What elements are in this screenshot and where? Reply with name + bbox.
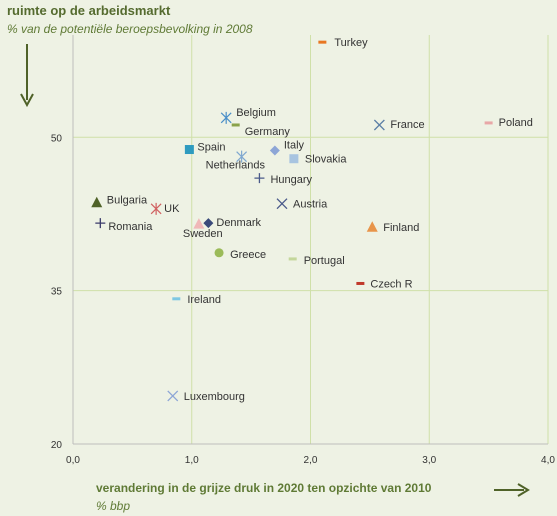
dash-marker [288, 257, 297, 261]
x-axis-unit: % bbp [96, 499, 131, 513]
asterisk-marker [150, 202, 162, 215]
x-tick-label: 1,0 [185, 455, 199, 466]
point-label: Luxembourg [184, 391, 245, 403]
data-point-ireland: Ireland [172, 294, 221, 306]
plus-marker [95, 218, 106, 229]
point-label: Spain [197, 142, 225, 154]
point-label: Hungary [270, 174, 312, 186]
point-label: Finland [383, 222, 419, 234]
dash-marker [318, 40, 327, 44]
data-point-greece: Greece [214, 248, 266, 261]
data-points: Turkey Belgium Germany France Poland Italy Spa… [91, 37, 533, 403]
x-tick-label: 4,0 [541, 455, 555, 466]
data-point-czech-r: Czech R [356, 278, 413, 290]
point-label: Turkey [334, 37, 368, 49]
data-point-germany: Germany [231, 123, 291, 138]
y-tick-label: 20 [51, 440, 63, 451]
chart-subtitle: % van de potentiële beroepsbevolking in … [7, 22, 253, 36]
data-point-italy: Italy [269, 140, 305, 156]
y-tick-label: 35 [51, 287, 63, 298]
right-arrow-icon [517, 483, 530, 497]
dash-marker [231, 123, 240, 127]
square-marker [289, 154, 299, 164]
triangle-marker [366, 221, 378, 232]
point-label: Portugal [304, 255, 345, 267]
point-label: Slovakia [305, 154, 347, 166]
plus-marker [254, 173, 265, 184]
data-point-belgium: Belgium [220, 107, 276, 124]
tick-labels: 0,0 1,0 2,0 3,0 4,0 20 35 50 [51, 133, 556, 466]
diamond-marker [203, 218, 214, 229]
x-marker [276, 198, 288, 210]
grid-lines [73, 35, 549, 444]
square-marker [184, 145, 194, 155]
triangle-marker [91, 196, 103, 208]
data-point-hungary: Hungary [254, 173, 313, 186]
data-point-romania: Romania [95, 218, 153, 233]
point-label: Belgium [236, 107, 276, 119]
point-label: Italy [284, 140, 305, 152]
point-label: France [390, 119, 424, 131]
point-label: Germany [245, 126, 291, 138]
diamond-marker [269, 145, 280, 156]
axis-arrows [20, 44, 530, 497]
chart-title: ruimte op de arbeidsmarkt [7, 3, 171, 18]
dash-marker [484, 121, 493, 125]
point-label: Poland [499, 117, 533, 129]
point-label: UK [164, 203, 180, 215]
dash-marker [172, 297, 181, 301]
point-label: Bulgaria [107, 195, 148, 207]
point-label: Austria [293, 199, 328, 211]
data-point-france: France [373, 119, 425, 131]
asterisk-marker [220, 111, 232, 124]
point-label: Sweden [183, 228, 223, 240]
data-point-turkey: Turkey [318, 37, 368, 49]
data-point-spain: Spain [184, 142, 226, 155]
point-label: Greece [230, 249, 266, 261]
data-point-denmark: Denmark [203, 217, 261, 229]
data-point-finland: Finland [366, 221, 419, 234]
point-label: Ireland [187, 294, 221, 306]
down-arrow-icon [20, 93, 34, 108]
data-point-slovakia: Slovakia [289, 154, 347, 166]
x-tick-label: 3,0 [422, 455, 436, 466]
data-point-uk: UK [150, 202, 180, 215]
x-marker [373, 119, 385, 131]
x-tick-label: 2,0 [304, 455, 318, 466]
data-point-netherlands: Netherlands [206, 150, 266, 172]
x-tick-label: 0,0 [66, 455, 80, 466]
x-marker [167, 390, 179, 402]
data-point-austria: Austria [276, 198, 328, 211]
point-label: Romania [108, 221, 153, 233]
point-label: Czech R [370, 278, 412, 290]
data-point-sweden: Sweden [183, 218, 223, 240]
x-axis-label: verandering in de grijze druk in 2020 te… [96, 481, 432, 495]
point-label: Netherlands [206, 160, 266, 172]
asterisk-marker [236, 150, 248, 163]
data-point-bulgaria: Bulgaria [91, 195, 148, 208]
point-label: Denmark [216, 217, 261, 229]
axes [72, 35, 548, 445]
data-point-luxembourg: Luxembourg [167, 390, 245, 403]
dash-marker [356, 281, 365, 285]
y-tick-label: 50 [51, 133, 63, 144]
triangle-marker [193, 218, 205, 229]
data-point-portugal: Portugal [288, 255, 345, 267]
circle-marker [214, 248, 224, 258]
data-point-poland: Poland [484, 117, 533, 129]
